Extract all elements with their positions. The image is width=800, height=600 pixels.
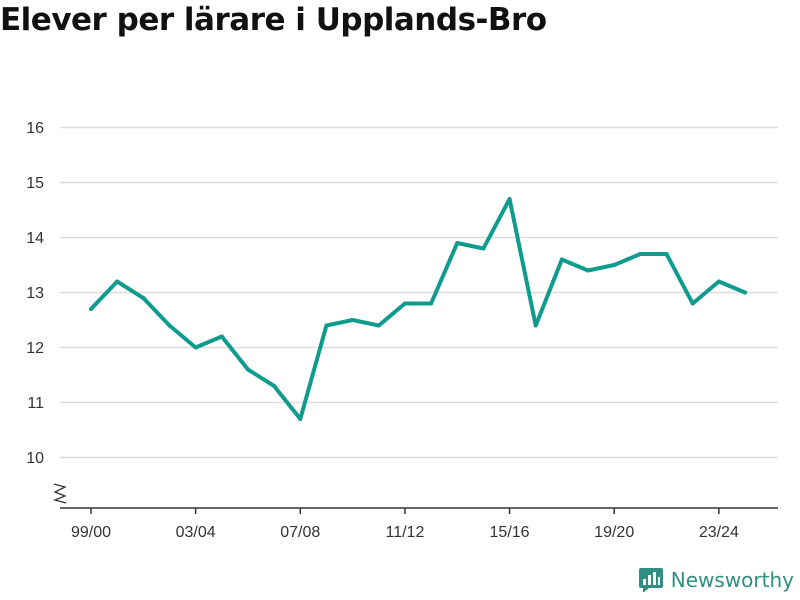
data-point (743, 290, 747, 295)
y-axis-tick-labels: 10 11 12 13 14 15 16 (26, 120, 44, 467)
y-tick-label: 15 (26, 175, 44, 192)
series-line (89, 197, 747, 421)
x-tick-label: 99/00 (71, 524, 111, 541)
y-tick-label: 13 (26, 285, 44, 302)
data-point (115, 279, 120, 284)
data-point (402, 301, 407, 306)
y-tick-label: 10 (26, 450, 44, 467)
data-point (272, 384, 277, 388)
x-tick-label: 03/04 (176, 524, 216, 541)
data-point (167, 323, 172, 328)
data-point (141, 296, 146, 300)
data-point (429, 301, 434, 306)
data-point (559, 257, 564, 262)
brand-name: Newsworthy (670, 568, 794, 592)
data-point (350, 318, 355, 322)
y-axis-break-marker (52, 483, 67, 504)
data-point (89, 307, 93, 311)
newsworthy-logo-icon (638, 568, 663, 592)
brand-footer: Newsworthy (638, 566, 794, 594)
data-point (455, 241, 460, 245)
x-tick-label: 19/20 (594, 524, 634, 541)
data-point (638, 252, 643, 256)
x-tick-label: 11/12 (385, 524, 424, 541)
data-point (533, 323, 538, 328)
data-point (219, 334, 224, 339)
data-point (324, 323, 329, 328)
chart-title: Elever per lärare i Upplands-Bro (0, 2, 547, 38)
x-tick-label: 23/24 (699, 524, 739, 541)
y-tick-label: 12 (26, 340, 44, 357)
x-tick-label: 15/16 (490, 524, 530, 541)
data-point (690, 301, 695, 306)
data-point (245, 367, 250, 372)
x-tick-label: 07/08 (280, 524, 320, 541)
x-axis-tick-labels: 99/00 03/04 07/08 11/12 15/16 19/20 23/24 (71, 508, 739, 541)
data-point (507, 197, 512, 201)
data-point (716, 279, 721, 284)
y-tick-label: 14 (26, 230, 44, 247)
data-point (612, 263, 617, 267)
y-tick-label: 16 (26, 120, 44, 137)
y-tick-label: 11 (27, 395, 44, 412)
data-point (376, 323, 381, 328)
x-axis (52, 483, 778, 509)
data-point (664, 252, 669, 256)
data-point (586, 268, 591, 273)
data-point (193, 345, 198, 350)
series (89, 197, 747, 421)
gridlines (60, 126, 778, 459)
data-point (481, 246, 486, 251)
data-point (298, 417, 303, 421)
